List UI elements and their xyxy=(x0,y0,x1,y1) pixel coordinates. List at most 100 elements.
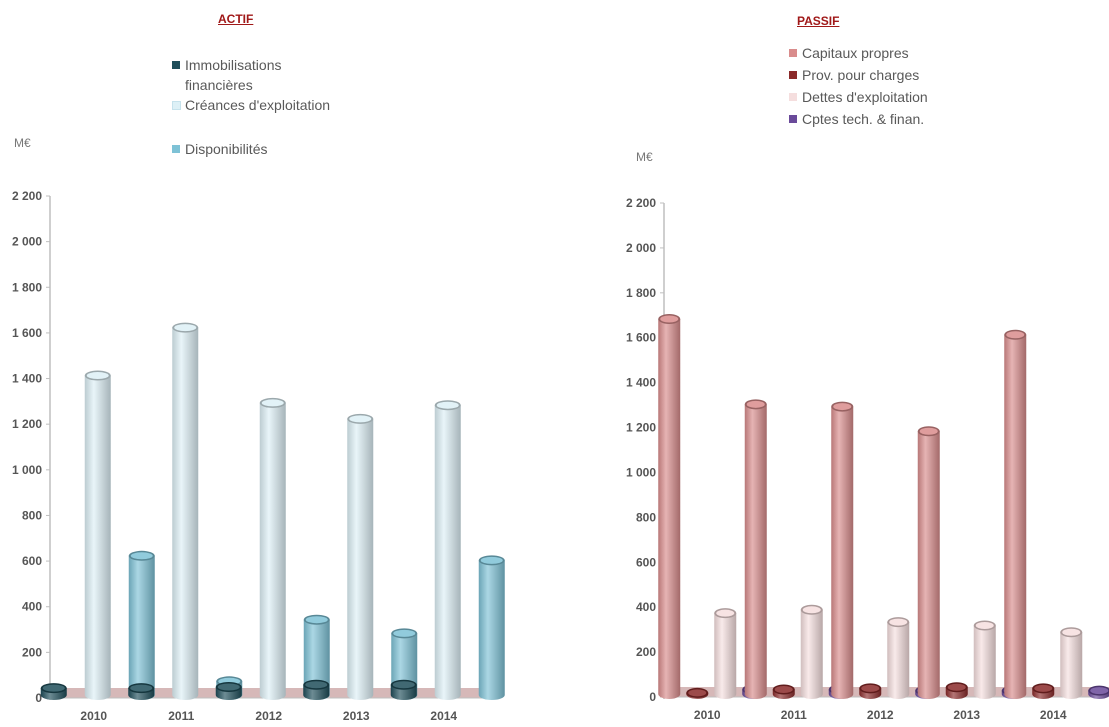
legend-item-disponibilites: Disponibilités xyxy=(172,139,330,159)
x-tick-label: 2014 xyxy=(1040,708,1067,722)
bar-top-highlight xyxy=(130,684,153,692)
bar-top-highlight xyxy=(889,618,908,626)
bar xyxy=(917,431,940,699)
bar-top-highlight xyxy=(802,606,821,614)
y-tick-label: 600 xyxy=(636,555,656,569)
y-tick-label: 2 200 xyxy=(12,189,42,203)
bar-top-highlight xyxy=(833,403,852,411)
legend-swatch xyxy=(789,49,797,57)
actif-unit-label: M€ xyxy=(14,136,31,150)
bar-top-highlight xyxy=(436,401,459,409)
y-tick-label: 1 600 xyxy=(626,331,656,345)
y-tick-label: 0 xyxy=(649,690,656,704)
legend-item-dettes: Dettes d'exploitation xyxy=(789,86,928,108)
bar-top-highlight xyxy=(305,616,328,624)
y-tick-label: 1 200 xyxy=(626,421,656,435)
bar xyxy=(744,404,767,699)
bar xyxy=(434,405,461,700)
bar-top-highlight xyxy=(975,622,994,630)
bar xyxy=(347,418,374,700)
bar xyxy=(831,406,854,699)
y-tick-label: 1 200 xyxy=(12,417,42,431)
legend-item-comptes: Cptes tech. & finan. xyxy=(789,108,928,130)
y-tick-label: 800 xyxy=(636,510,656,524)
y-tick-label: 2 000 xyxy=(626,241,656,255)
x-tick-label: 2013 xyxy=(953,708,980,722)
bar xyxy=(1060,632,1083,699)
x-tick-label: 2012 xyxy=(867,708,894,722)
bar-top-highlight xyxy=(746,400,765,408)
legend-swatch xyxy=(789,71,797,79)
actif-title: ACTIF xyxy=(218,12,254,26)
bar xyxy=(800,609,823,699)
bar xyxy=(887,622,910,699)
bar-top-highlight xyxy=(861,684,880,692)
y-tick-label: 2 000 xyxy=(12,235,42,249)
x-tick-label: 2011 xyxy=(781,708,807,722)
bar-top-highlight xyxy=(174,324,197,332)
y-tick-label: 1 000 xyxy=(12,463,42,477)
bar-top-highlight xyxy=(774,686,793,694)
y-tick-label: 2 200 xyxy=(626,196,656,210)
bar-top-highlight xyxy=(393,629,416,637)
x-tick-label: 2014 xyxy=(430,709,457,723)
actif-legend: Immobilisations financières Créances d'e… xyxy=(172,55,330,159)
bar-top-highlight xyxy=(261,399,284,407)
bar xyxy=(303,619,330,700)
x-tick-label: 2010 xyxy=(694,708,721,722)
legend-item-immobilisations: Immobilisations financières xyxy=(172,55,330,95)
legend-swatch xyxy=(172,145,180,153)
y-tick-label: 1 800 xyxy=(12,280,42,294)
legend-label: Prov. pour charges xyxy=(802,67,920,83)
legend-label: Dettes d'exploitation xyxy=(802,89,928,105)
y-tick-label: 200 xyxy=(22,645,42,659)
legend-swatch xyxy=(789,115,797,123)
x-tick-label: 2012 xyxy=(255,709,282,723)
bar-top-highlight xyxy=(947,683,966,691)
y-tick-label: 600 xyxy=(22,554,42,568)
y-tick-label: 800 xyxy=(22,508,42,522)
chart-actif: 0 200 400 600 800 1 000 1 200 1 400 1 600 1 800 2 … xyxy=(12,189,505,723)
y-tick-label: 400 xyxy=(22,600,42,614)
bar xyxy=(1004,334,1027,699)
legend-label: Capitaux propres xyxy=(802,45,909,61)
legend-label: Disponibilités xyxy=(185,141,268,157)
y-tick-label: 1 000 xyxy=(626,465,656,479)
passif-unit-label: M€ xyxy=(636,150,653,164)
x-tick-label: 2011 xyxy=(168,709,194,723)
bar xyxy=(259,402,286,700)
bar-top-highlight xyxy=(1090,687,1109,695)
legend-swatch xyxy=(789,93,797,101)
y-tick-label: 1 800 xyxy=(626,286,656,300)
legend-label: Créances d'exploitation xyxy=(185,97,331,113)
bar-top-highlight xyxy=(392,681,415,689)
bar-top-highlight xyxy=(42,684,65,692)
legend-label: Immobilisations financières xyxy=(185,57,282,93)
bar xyxy=(128,555,155,700)
legend-item-capitaux: Capitaux propres xyxy=(789,42,928,64)
bar xyxy=(172,327,199,700)
legend-swatch xyxy=(172,101,181,110)
y-tick-label: 400 xyxy=(636,600,656,614)
x-tick-label: 2013 xyxy=(343,709,370,723)
bar xyxy=(658,319,681,699)
bar-top-highlight xyxy=(480,556,503,564)
y-tick-label: 0 xyxy=(35,691,42,705)
bar-top-highlight xyxy=(86,372,109,380)
y-tick-label: 1 400 xyxy=(626,376,656,390)
bar-top-highlight xyxy=(1006,331,1025,339)
y-tick-label: 1 600 xyxy=(12,326,42,340)
bar-top-highlight xyxy=(305,681,328,689)
passif-title: PASSIF xyxy=(797,14,840,28)
legend-label: Cptes tech. & finan. xyxy=(802,111,925,127)
y-tick-label: 1 400 xyxy=(12,372,42,386)
passif-legend: Capitaux propres Prov. pour charges Dett… xyxy=(789,42,928,130)
bar xyxy=(973,625,996,699)
legend-item-creances: Créances d'exploitation xyxy=(172,95,330,115)
bar-top-highlight xyxy=(1034,684,1053,692)
bar-top-highlight xyxy=(660,315,679,323)
legend-swatch xyxy=(172,61,180,69)
bar-top-highlight xyxy=(349,415,372,423)
bar-top-highlight xyxy=(217,683,240,691)
